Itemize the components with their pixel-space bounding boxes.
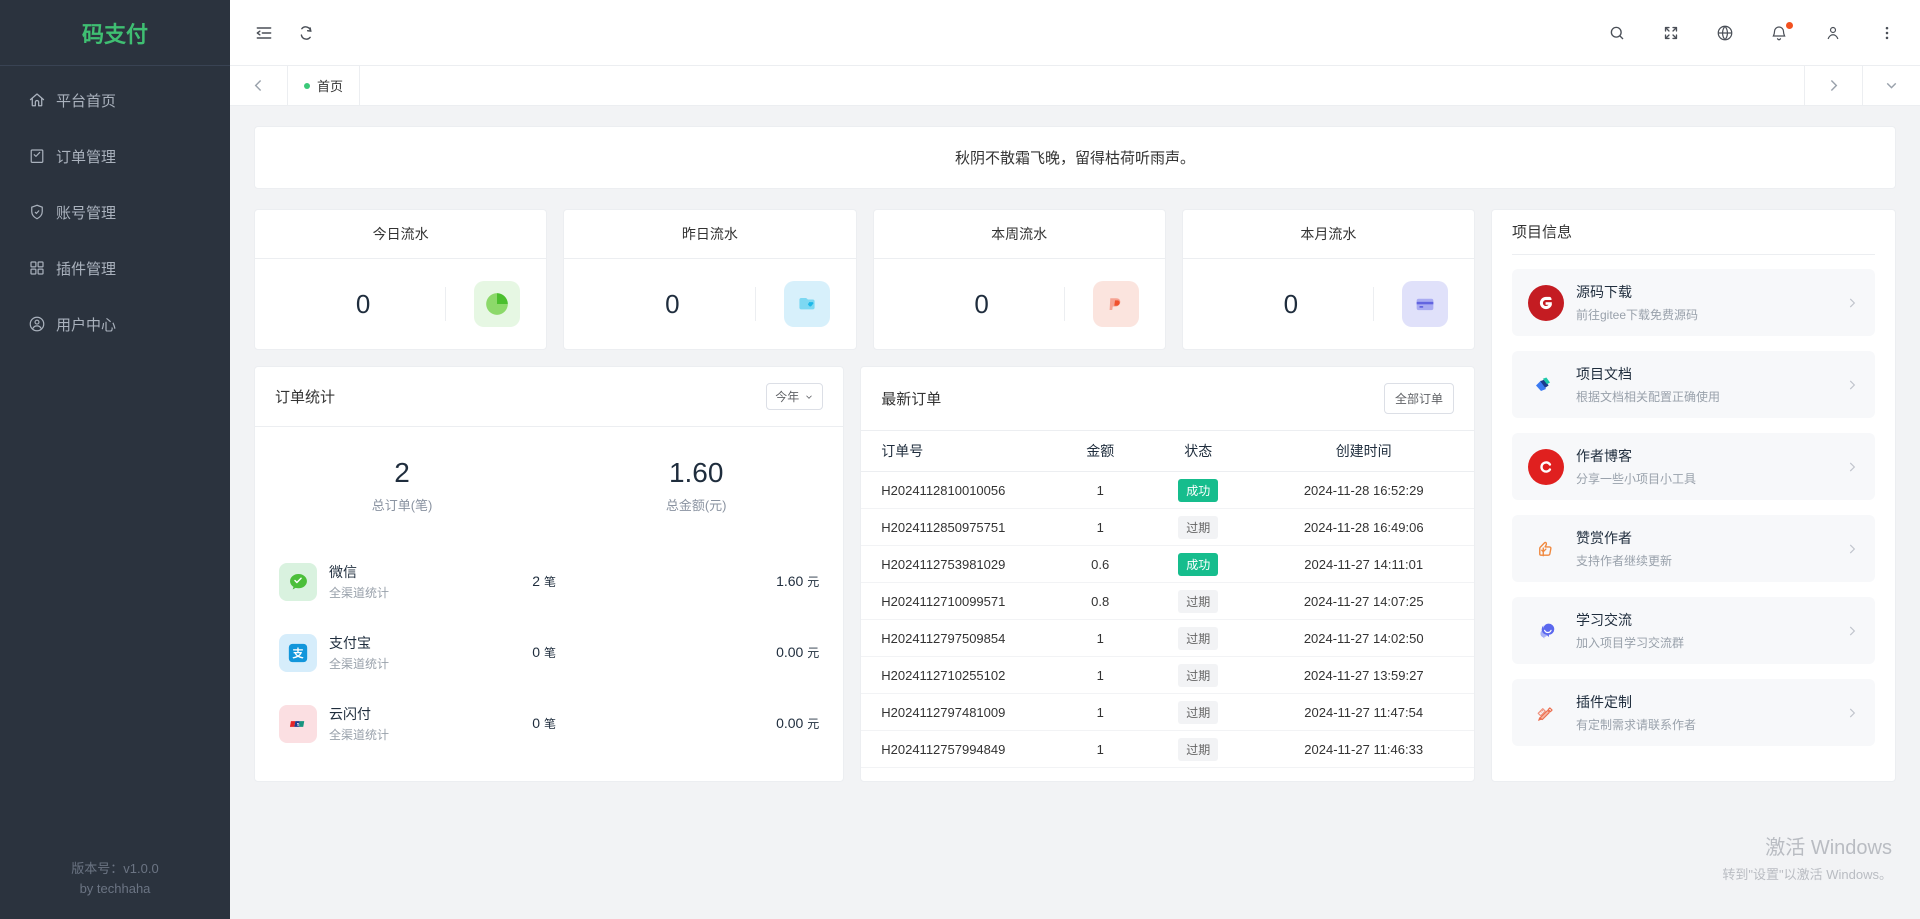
svg-text:支: 支 — [292, 646, 305, 660]
